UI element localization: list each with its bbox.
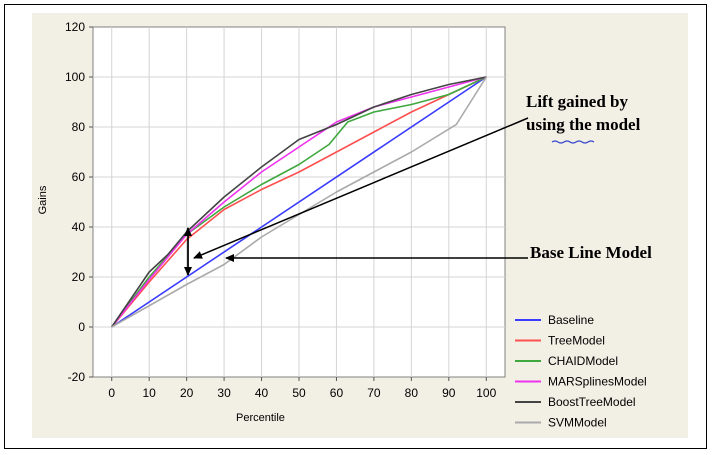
lift-annotation-line-2: using the model [526,115,641,134]
legend-label-boosttreemodel: BoostTreeModel [548,395,636,409]
x-tick-label: 40 [255,386,269,400]
legend-label-svmmodel: SVMModel [548,416,607,430]
series-line-svmmodel [111,76,487,328]
legend-label-baseline: Baseline [548,313,594,327]
x-tick-label: 20 [180,386,194,400]
x-tick-label: 80 [405,386,419,400]
x-tick-label: 70 [367,386,381,400]
y-tick-label: 0 [78,320,85,334]
legend-label-chaidmodel: CHAIDModel [548,354,618,368]
y-tick-label: 80 [72,120,86,134]
y-tick-label: 60 [72,170,86,184]
baseline-annotation: Base Line Model [530,243,652,262]
spellcheck-squiggle [551,140,595,144]
grid [93,27,505,377]
series-line-treemodel [111,76,487,328]
legend: Baseline TreeModel CHAIDModel MARSplinesMod… [515,313,647,430]
x-tick-label: 50 [292,386,306,400]
x-axis-title: Percentile [236,412,285,424]
x-tick-label: 30 [217,386,231,400]
x-tick-label: 0 [108,386,115,400]
lift-annotation-line-1: Lift gained by [526,92,629,111]
y-tick-label: 20 [72,270,86,284]
x-tick-label: 100 [476,386,496,400]
series-line-marsplinesmodel [111,76,487,328]
series-line-boosttreemodel [111,76,487,328]
series-line-baseline [111,76,487,328]
y-axis-ticks: -20 0 20 40 60 80 100 120 [65,20,93,384]
legend-label-marsplinesmodel: MARSplinesModel [548,375,647,389]
x-tick-label: 10 [143,386,157,400]
y-tick-label: -20 [68,370,86,384]
x-tick-label: 90 [442,386,456,400]
y-tick-label: 100 [65,70,85,84]
legend-label-treemodel: TreeModel [548,334,605,348]
x-axis-ticks: 0 10 20 30 40 50 60 70 80 90 100 [108,377,497,400]
y-tick-label: 120 [65,20,85,34]
series-lines [111,76,487,328]
x-tick-label: 60 [330,386,344,400]
y-tick-label: 40 [72,220,86,234]
lift-pointer-arrow [193,117,529,259]
y-axis-title: Gains [37,185,49,214]
